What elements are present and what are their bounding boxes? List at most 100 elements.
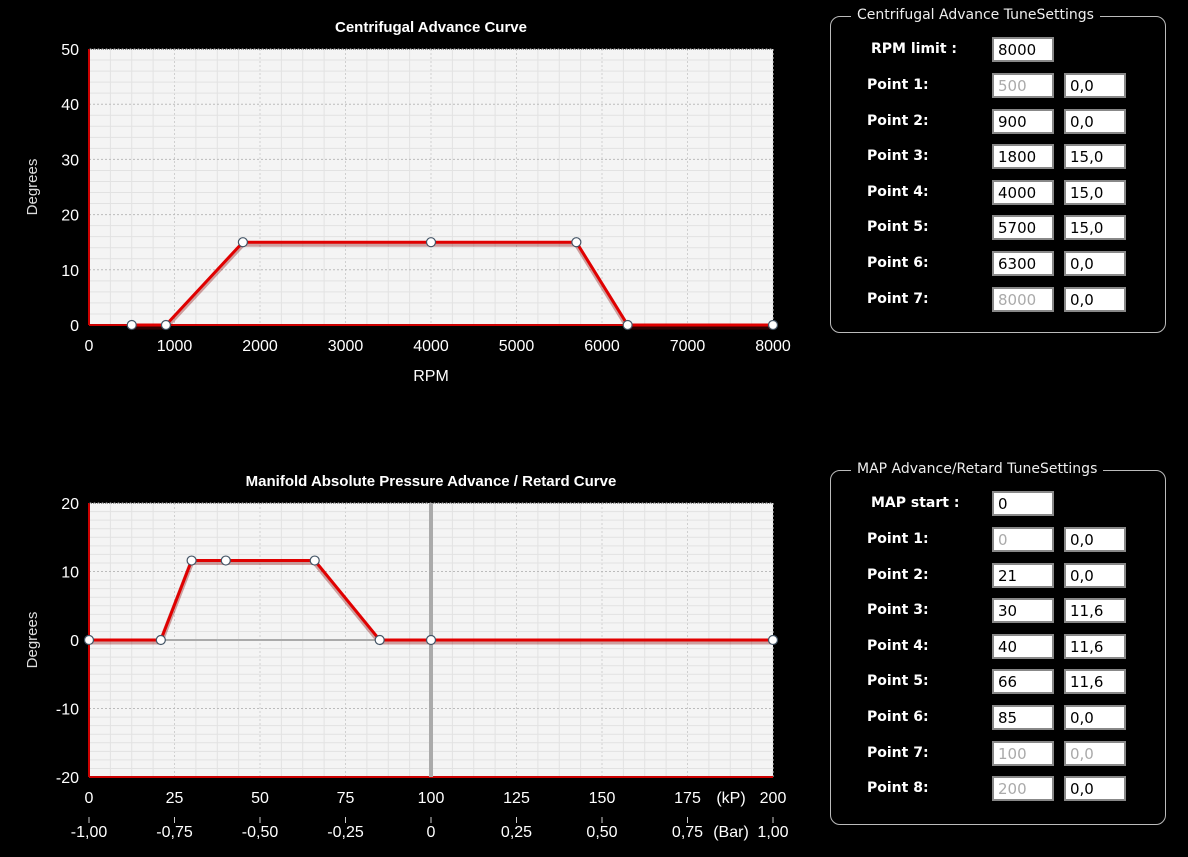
- point-x-input[interactable]: 1800: [992, 144, 1054, 170]
- point-label: Point 8:: [867, 780, 929, 797]
- point-y-input[interactable]: 15,0: [1064, 179, 1126, 205]
- x-tick-label: 4000: [413, 338, 449, 355]
- x-tick-label: 5000: [499, 338, 535, 355]
- point-y-input[interactable]: 0,0: [1064, 73, 1126, 98]
- point-y-input[interactable]: 0,0: [1064, 108, 1126, 134]
- x-axis-label: RPM: [413, 368, 449, 385]
- point-label: Point 5:: [867, 219, 929, 236]
- map-chart-svg: Manifold Absolute Pressure Advance / Ret…: [24, 473, 789, 841]
- point-y-input: 0,0: [1064, 740, 1126, 766]
- point-x-input: 100: [992, 740, 1054, 766]
- rpm-limit-label: RPM limit :: [871, 41, 957, 57]
- x-tick-label: 3000: [328, 338, 364, 355]
- x-tick-label: 50: [251, 790, 269, 807]
- centrifugal-chart-svg: Centrifugal Advance Curve 0 10 20 30 40 50 0 100…: [24, 19, 791, 385]
- map-chart: Manifold Absolute Pressure Advance / Ret…: [0, 460, 800, 852]
- unit-kp-label: (kP): [716, 790, 745, 807]
- curve-point: [622, 319, 633, 331]
- y-tick-label: 0: [70, 318, 79, 335]
- curve-point: [237, 237, 248, 248]
- curve-point: [425, 634, 437, 646]
- x-secondary-tick-label: -1,00: [71, 824, 108, 841]
- point-x-input[interactable]: 5700: [992, 215, 1054, 241]
- y-tick-label: 20: [61, 496, 79, 513]
- point-x-input[interactable]: 900: [992, 108, 1054, 134]
- panel-title: MAP Advance/Retard TuneSettings: [851, 461, 1104, 477]
- y-tick-label: 40: [61, 97, 79, 114]
- x-tick-label: 0: [85, 338, 94, 355]
- y-tick-label: 0: [70, 633, 79, 650]
- point-x-input[interactable]: 85: [992, 705, 1054, 730]
- point-x-input[interactable]: 4000: [992, 179, 1054, 205]
- x-secondary-tick-label: 0: [427, 824, 436, 841]
- point-x-input[interactable]: 66: [992, 669, 1054, 695]
- map-point-row: Point 7: 100 0,0: [831, 740, 1165, 766]
- x-tick-label: 25: [166, 790, 184, 807]
- point-label: Point 6:: [867, 709, 929, 725]
- x-secondary-tick-label: 0,25: [501, 824, 532, 841]
- curve-point: [767, 634, 779, 646]
- centrifugal-settings-panel: Centrifugal Advance TuneSettings RPM lim…: [830, 7, 1166, 333]
- curve-point: [767, 319, 779, 331]
- map-point-row: Point 5: 66 11,6: [831, 669, 1165, 695]
- point-y-input[interactable]: 11,6: [1064, 598, 1126, 624]
- point-label: Point 3:: [867, 602, 929, 619]
- point-x-input[interactable]: 40: [992, 633, 1054, 659]
- point-y-input[interactable]: 0,0: [1064, 527, 1126, 552]
- point-y-input[interactable]: 11,6: [1064, 669, 1126, 695]
- x-secondary-tick-label: 0,50: [586, 824, 617, 841]
- x-secondary-tick-label: 1,00: [757, 824, 788, 841]
- point-x-input: 8000: [992, 286, 1054, 312]
- y-tick-label: 20: [61, 208, 79, 225]
- point-y-input[interactable]: 0,0: [1064, 562, 1126, 588]
- x-tick-label: 7000: [670, 338, 706, 355]
- point-x-input[interactable]: 6300: [992, 251, 1054, 276]
- map-point-row: Point 3: 30 11,6: [831, 598, 1165, 624]
- point-y-input[interactable]: 0,0: [1064, 286, 1126, 312]
- point-label: Point 5:: [867, 673, 929, 690]
- point-label: Point 7:: [867, 744, 929, 761]
- y-tick-label: 50: [61, 42, 79, 59]
- point-label: Point 2:: [867, 112, 929, 129]
- point-y-input[interactable]: 0,0: [1064, 705, 1126, 730]
- y-tick-label: -20: [56, 770, 79, 787]
- rpm-point-row: Point 1: 500 0,0: [831, 73, 1165, 98]
- point-y-input[interactable]: 15,0: [1064, 215, 1126, 241]
- map-point-row: Point 4: 40 11,6: [831, 633, 1165, 659]
- point-x-input: 500: [992, 73, 1054, 98]
- rpm-point-row: Point 5: 5700 15,0: [831, 215, 1165, 241]
- x-tick-label: 6000: [584, 338, 620, 355]
- x-tick-label: 200: [760, 790, 787, 807]
- point-label: Point 3:: [867, 148, 929, 165]
- unit-bar-label: (Bar): [713, 824, 749, 841]
- map-point-row: Point 6: 85 0,0: [831, 705, 1165, 730]
- point-x-input[interactable]: 30: [992, 598, 1054, 624]
- curve-line: [89, 559, 773, 642]
- x-tick-label: 2000: [242, 338, 278, 355]
- panel-title: Centrifugal Advance TuneSettings: [851, 7, 1100, 23]
- curve-point: [126, 319, 137, 331]
- y-axis-label: Degrees: [24, 612, 41, 669]
- point-x-input[interactable]: 21: [992, 562, 1054, 588]
- curve-point: [425, 237, 437, 248]
- curve-point: [571, 237, 582, 248]
- point-x-input: 0: [992, 527, 1054, 552]
- curve-point: [220, 555, 231, 566]
- x-tick-label: 100: [418, 790, 445, 807]
- rpm-point-row: Point 3: 1800 15,0: [831, 144, 1165, 170]
- x-secondary-tick-label: -0,75: [156, 824, 193, 841]
- y-axis-label: Degrees: [24, 159, 41, 216]
- curve-point: [160, 319, 172, 331]
- x-tick-label: 0: [85, 790, 94, 807]
- x-tick-label: 8000: [755, 338, 791, 355]
- point-y-input[interactable]: 0,0: [1064, 251, 1126, 276]
- map-limit-input[interactable]: 0: [992, 491, 1054, 516]
- point-y-input[interactable]: 11,6: [1064, 633, 1126, 659]
- y-tick-label: 10: [61, 263, 79, 280]
- point-y-input[interactable]: 15,0: [1064, 144, 1126, 170]
- x-tick-label: 175: [674, 790, 701, 807]
- point-y-input[interactable]: 0,0: [1064, 776, 1126, 802]
- x-tick-label: 1000: [157, 338, 193, 355]
- x-secondary-tick-label: -0,25: [327, 824, 364, 841]
- rpm-limit-input[interactable]: 8000: [992, 37, 1054, 62]
